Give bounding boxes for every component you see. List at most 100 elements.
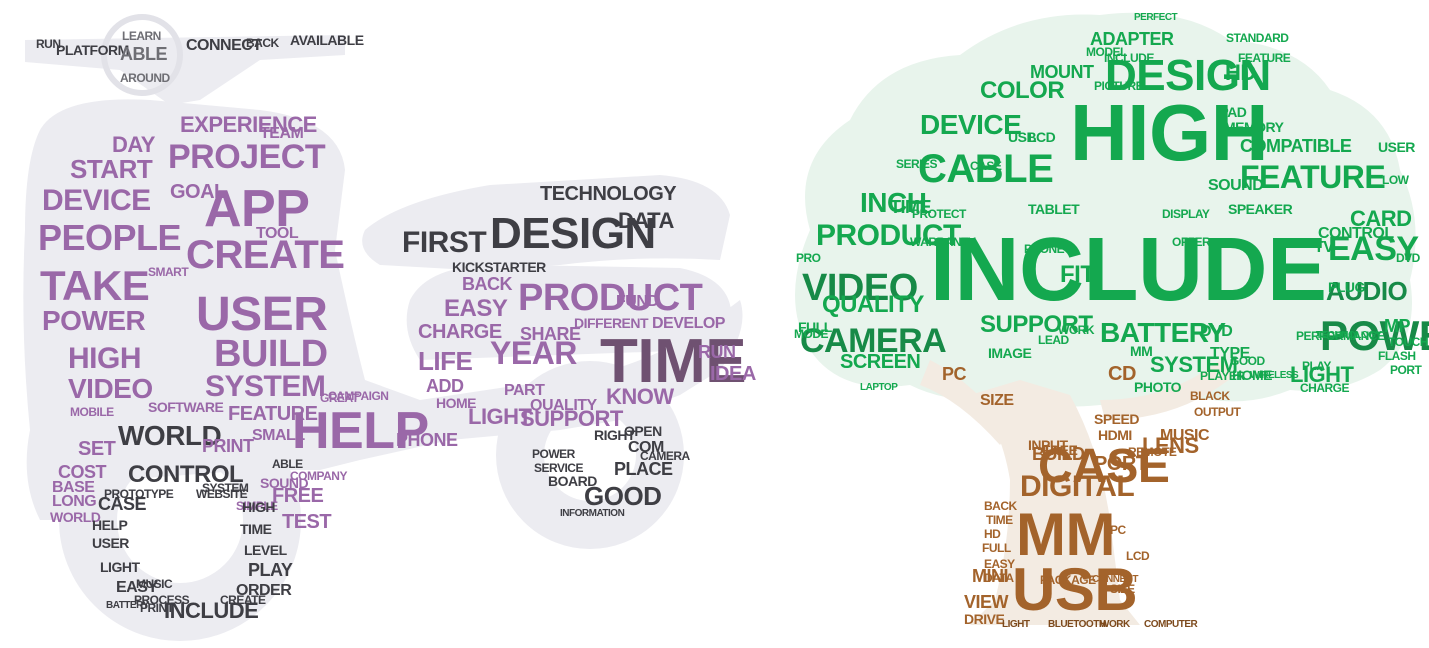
cloud-word: PLATFORM xyxy=(56,42,129,58)
cloud-word: INCH xyxy=(860,187,926,218)
cloud-word: PERFORMANCE xyxy=(1296,329,1385,343)
cloud-word: LCD xyxy=(1126,549,1150,563)
cloud-word: DEVICE xyxy=(920,109,1021,140)
cloud-word: KICKSTARTER xyxy=(452,259,546,275)
cloud-word: GOAL xyxy=(170,181,226,203)
cloud-word: PHONE xyxy=(1024,242,1065,256)
cloud-word: GREAT xyxy=(320,391,360,405)
scooter-word-cloud: TIME DESIGN PRODUCT HELP APP USER CREATE PROJEC… xyxy=(23,14,756,641)
cloud-word: SPEED xyxy=(1094,411,1139,427)
cloud-word: SUPPORT xyxy=(520,406,624,431)
cloud-word: DESIGN xyxy=(1105,51,1271,100)
cloud-word: LOW xyxy=(1382,173,1410,187)
cloud-word: SYSTEM xyxy=(202,481,249,495)
cloud-word: MUSIC xyxy=(1160,427,1210,444)
cloud-word: FIT xyxy=(1060,261,1095,288)
cloud-word: SUPPORT xyxy=(980,311,1093,338)
cloud-word: POWER xyxy=(1320,312,1429,359)
cloud-word: WORK xyxy=(1100,619,1131,630)
cloud-word: COMPUTER xyxy=(1144,619,1199,630)
cloud-word: WORLD xyxy=(118,420,222,451)
cloud-word: EXPERIENCE xyxy=(180,112,317,137)
cloud-word: STANDARD xyxy=(1226,31,1289,45)
cloud-word: EASY xyxy=(116,579,158,596)
cloud-word: TV xyxy=(1314,239,1334,256)
cloud-word: SOUND xyxy=(260,475,308,491)
cloud-word: USB xyxy=(1008,129,1036,145)
cloud-word: ADD xyxy=(426,376,464,396)
cloud-word: CAMERA xyxy=(640,449,690,463)
cloud-word: FREE xyxy=(272,485,324,507)
cloud-word: PICTURE xyxy=(1094,79,1144,93)
cloud-word: ABLE xyxy=(272,457,303,471)
cloud-word: GOOD xyxy=(1230,354,1266,368)
cloud-word: SOFTWARE xyxy=(148,399,223,415)
cloud-word: TIME xyxy=(986,513,1013,527)
cloud-word: BATTERY xyxy=(1100,317,1226,348)
cloud-word: LIFE xyxy=(418,346,472,376)
cloud-word: PLUG xyxy=(1328,279,1366,295)
cloud-word: COMPANY xyxy=(290,469,347,483)
cloud-word: BACK xyxy=(984,499,1017,513)
cloud-word: USB xyxy=(1012,556,1137,623)
cloud-word: PORT xyxy=(1094,453,1148,475)
cloud-word: INPUT xyxy=(1028,437,1068,453)
cloud-word: INFORMATION xyxy=(560,508,625,519)
cloud-word: MINI xyxy=(972,566,1008,586)
cloud-word: DISPLAY xyxy=(1162,207,1210,221)
cloud-word: PROCESS xyxy=(134,593,190,607)
cloud-word: PERFECT xyxy=(1134,12,1178,23)
cloud-word: SMART xyxy=(148,265,189,279)
cloud-word: FULL xyxy=(798,319,833,335)
cloud-word: WORLD xyxy=(50,509,101,525)
cloud-word: VIEW xyxy=(964,592,1009,612)
cloud-word: PHOTO xyxy=(1134,379,1182,395)
cloud-word: TIME xyxy=(600,327,746,396)
cloud-word: DAY xyxy=(112,132,156,157)
cloud-word: PRODUCT xyxy=(816,219,961,252)
cloud-word: USER xyxy=(1378,139,1415,155)
cloud-word: SET xyxy=(78,438,116,460)
cloud-word: CASE xyxy=(1038,440,1169,493)
cloud-word: CARD xyxy=(1350,206,1412,231)
cloud-word: MP xyxy=(1384,316,1410,336)
cloud-word: LEVEL xyxy=(244,542,288,558)
cloud-word: INCLUDE xyxy=(1104,51,1154,65)
cloud-word: LCD xyxy=(1028,129,1056,145)
cloud-word: MOBILE xyxy=(70,405,114,419)
cloud-word: FEATURE xyxy=(228,403,318,425)
cloud-word: PORT xyxy=(1390,363,1423,377)
cloud-word: SPEAKER xyxy=(1228,201,1293,217)
cloud-word: BASE xyxy=(52,479,95,496)
cloud-word: WARRANTY xyxy=(910,235,976,249)
cloud-word: BUILD xyxy=(1032,444,1085,464)
cloud-word: HIGH xyxy=(68,342,141,375)
cloud-word: MODE xyxy=(794,327,828,341)
cloud-word: INCLUDE xyxy=(164,598,258,623)
tree-halo xyxy=(795,12,1416,625)
cloud-word: PLAY xyxy=(248,560,293,580)
cloud-word: TECHNOLOGY xyxy=(1316,330,1382,341)
cloud-word: QUALITY xyxy=(822,291,924,318)
cloud-word: LENS xyxy=(1142,433,1199,458)
cloud-word: USER xyxy=(92,535,129,551)
cloud-word: PRODUCT xyxy=(518,277,703,319)
cloud-word: TOUCH xyxy=(1388,335,1428,349)
cloud-word: MEMORY xyxy=(1224,119,1285,135)
cloud-word: HD xyxy=(1225,60,1256,85)
cloud-word: TAKE xyxy=(40,262,149,309)
cloud-word: MM xyxy=(1130,343,1152,359)
cloud-word: CAMERA xyxy=(800,322,946,360)
cloud-word: SCREEN xyxy=(840,351,920,373)
cloud-word: BATTERY xyxy=(106,600,149,611)
cloud-word: TOOL xyxy=(256,225,299,242)
cloud-word: DVD xyxy=(1200,323,1232,340)
cloud-word: PRO xyxy=(796,251,821,265)
cloud-word: APP xyxy=(204,180,309,238)
cloud-word: HDMI xyxy=(1098,427,1132,443)
cloud-word: HIGH xyxy=(242,499,275,515)
tree-word-cloud: INCLUDE HIGH CAMERA DESIGN CABLE VIDEO POWER FE… xyxy=(770,0,1429,648)
cloud-word: IDEA xyxy=(710,363,756,385)
tree-icon: INCLUDE HIGH CAMERA DESIGN CABLE VIDEO POWER FE… xyxy=(794,12,1429,630)
